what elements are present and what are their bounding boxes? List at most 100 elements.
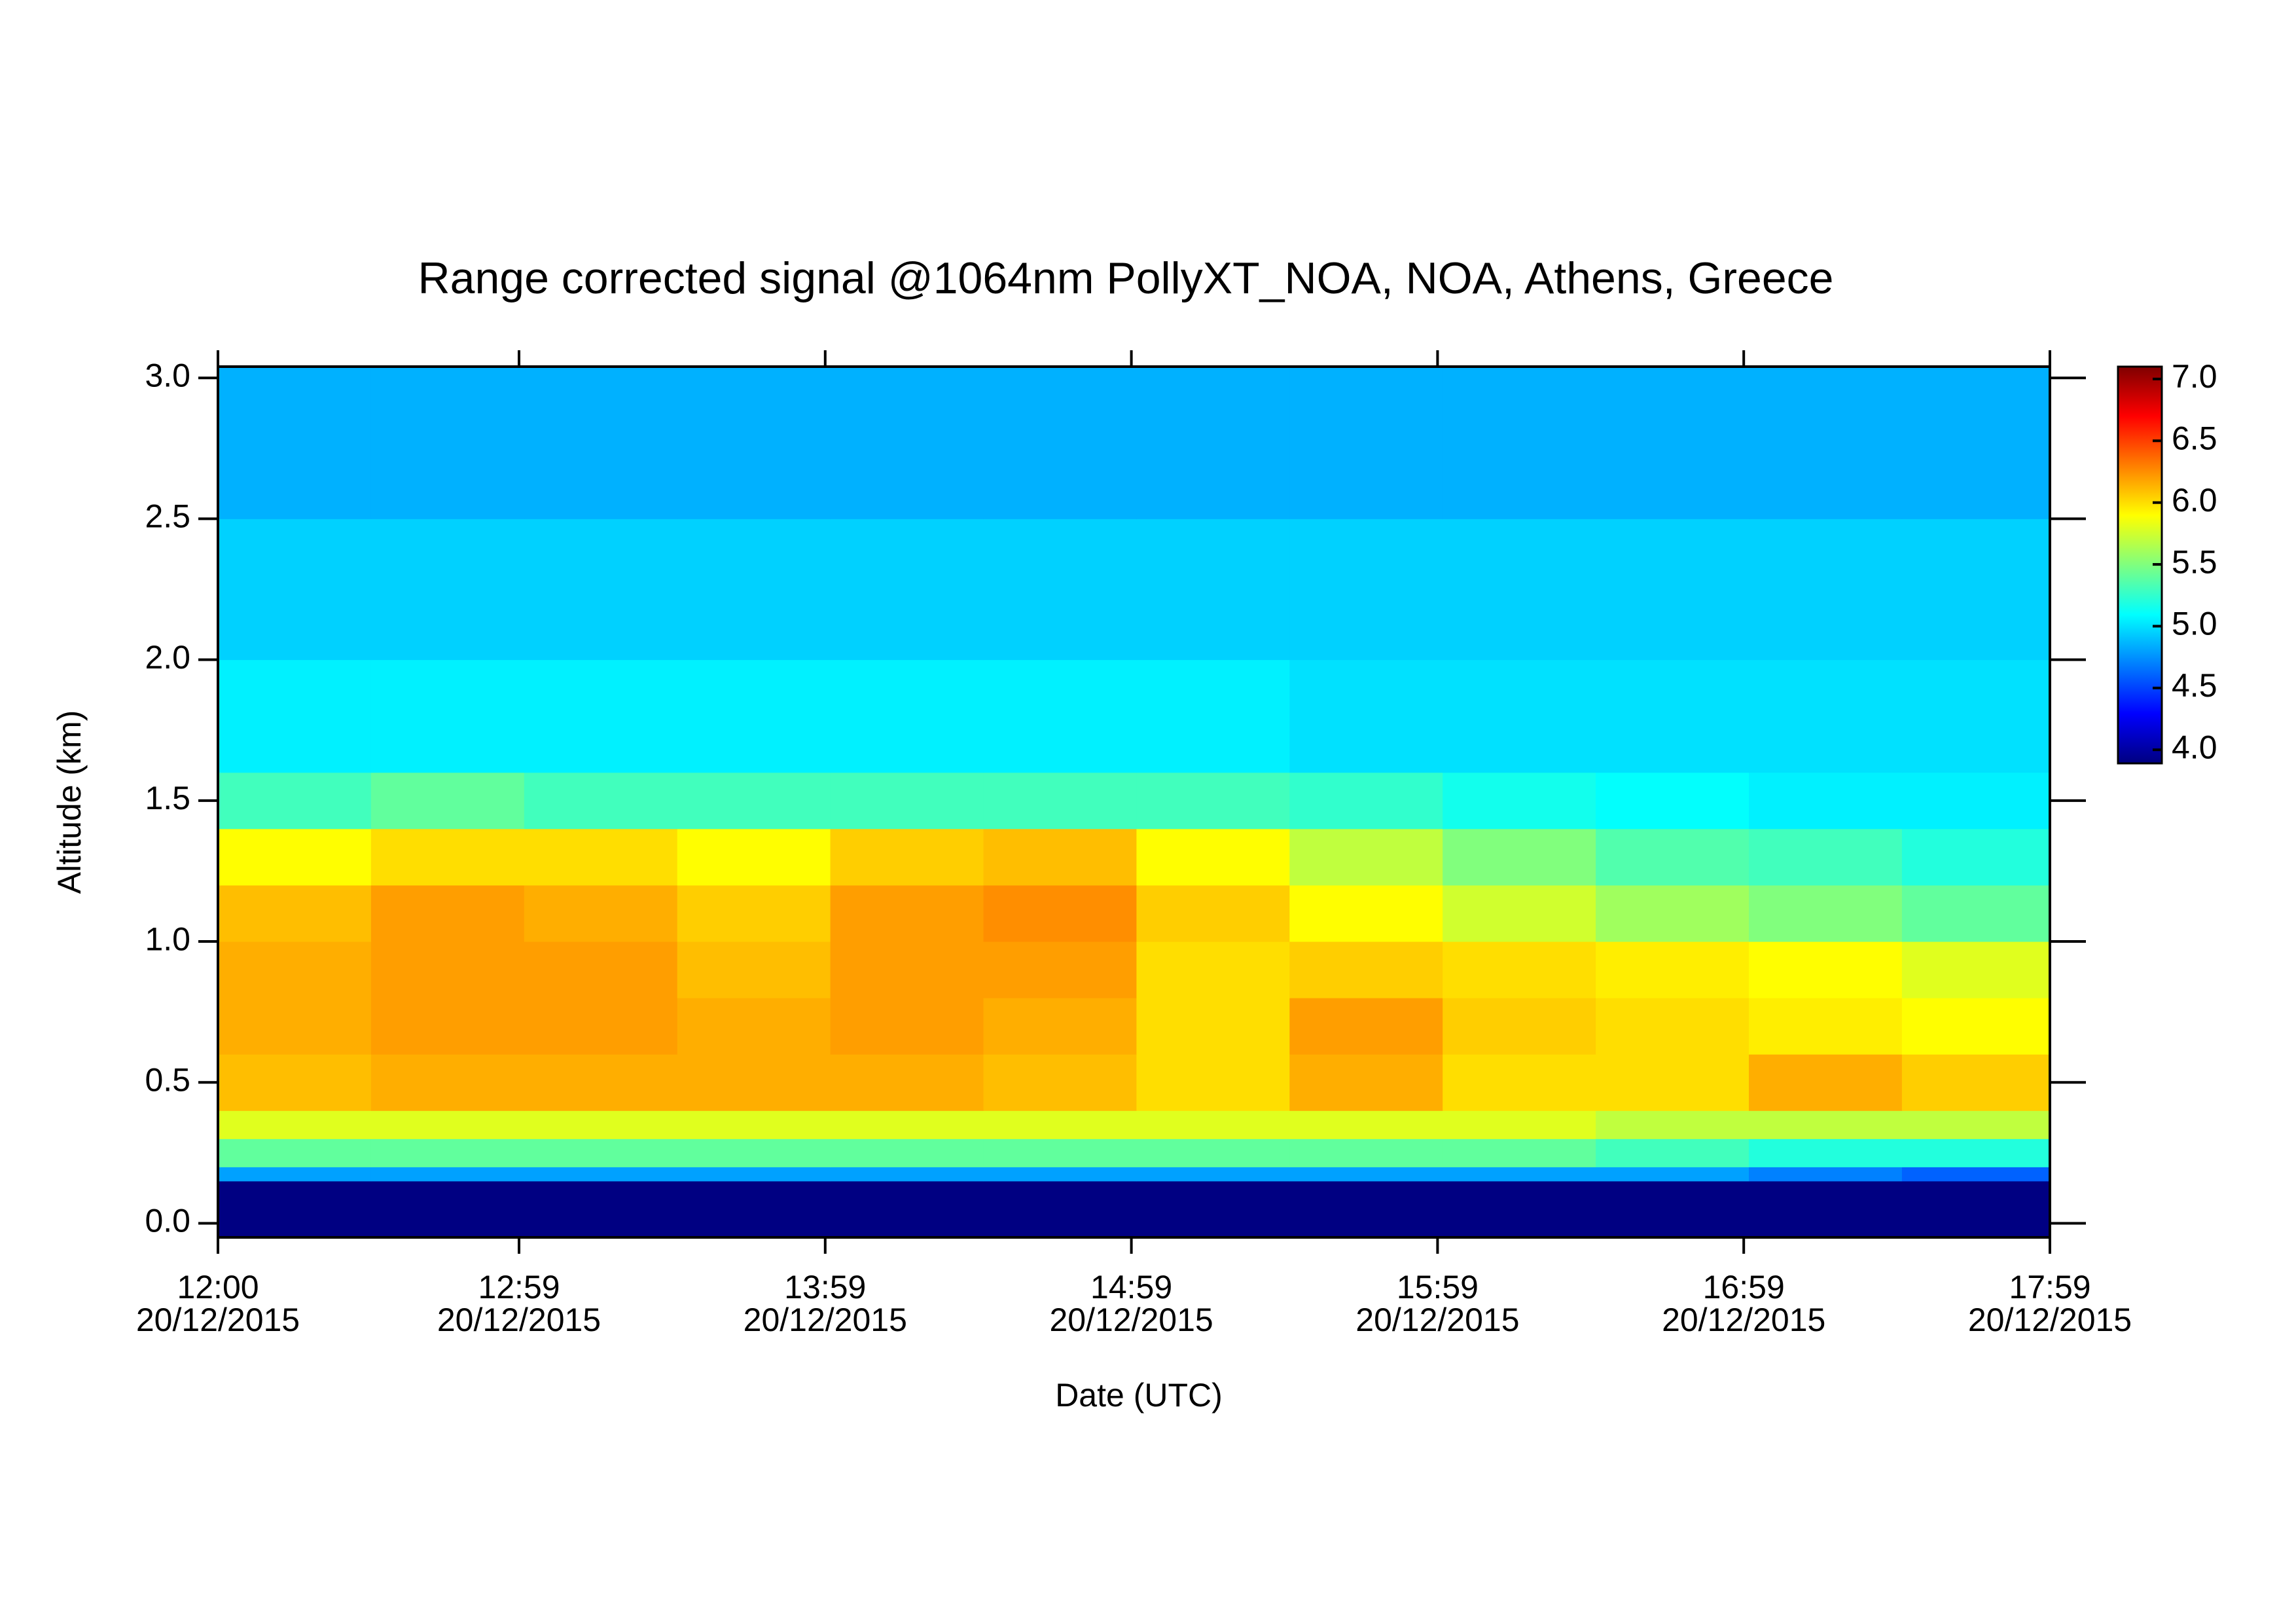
colorbar-tick-label: 4.0 xyxy=(2172,729,2217,765)
heatmap-cell xyxy=(1596,519,1749,661)
heatmap-cell xyxy=(524,941,678,998)
heatmap-cell xyxy=(370,1180,525,1224)
heatmap-cell xyxy=(1748,772,1903,830)
chart-title: Range corrected signal @1064nm PollyXT_N… xyxy=(418,253,1834,303)
heatmap-cell xyxy=(1596,1180,1749,1224)
heatmap-cell xyxy=(1596,659,1749,773)
heatmap-cell xyxy=(677,1110,831,1139)
x-tick-label: 20/12/2015 xyxy=(744,1302,907,1338)
heatmap-cell xyxy=(830,1139,984,1167)
heatmap-cell xyxy=(524,1139,678,1167)
heatmap-cell xyxy=(1748,1110,1903,1139)
heatmap-cell xyxy=(830,1180,984,1224)
heatmap-cell xyxy=(1596,1167,1749,1182)
heatmap-cell xyxy=(218,1110,372,1139)
heatmap-cell xyxy=(1748,659,1903,773)
x-tick-label: 20/12/2015 xyxy=(136,1302,300,1338)
heatmap-cell xyxy=(983,772,1137,830)
heatmap-cell xyxy=(1289,367,1443,519)
heatmap-cell xyxy=(1136,1139,1290,1167)
heatmap-cell xyxy=(1748,519,1903,661)
heatmap-cell xyxy=(370,884,525,942)
x-tick-label: 17:59 xyxy=(2009,1269,2090,1305)
heatmap-cell xyxy=(370,828,525,886)
heatmap-cell xyxy=(677,828,831,886)
heatmap-cell xyxy=(1289,1054,1443,1111)
heatmap-cell xyxy=(1901,659,2051,773)
heatmap-cell xyxy=(983,1139,1137,1167)
x-tick-label: 16:59 xyxy=(1703,1269,1785,1305)
heatmap-cell xyxy=(1443,1167,1596,1182)
heatmap-cell xyxy=(524,1180,678,1224)
heatmap-cell xyxy=(983,884,1137,942)
heatmap-cell xyxy=(1901,1139,2051,1167)
x-tick-label: 20/12/2015 xyxy=(1049,1302,1213,1338)
heatmap-cell xyxy=(1901,941,2051,998)
heatmap-cell xyxy=(218,1139,372,1167)
heatmap-cell xyxy=(830,1054,984,1111)
heatmap-cell xyxy=(1901,367,2051,519)
heatmap-cell xyxy=(1596,1054,1749,1111)
heatmap-cell xyxy=(1596,998,1749,1055)
heatmap-cell xyxy=(1136,1054,1290,1111)
heatmap-cell xyxy=(983,1054,1137,1111)
heatmap-cell xyxy=(1596,884,1749,942)
heatmap-cell xyxy=(370,367,525,519)
heatmap-cell-base xyxy=(218,1223,2050,1237)
heatmap-cell xyxy=(218,1167,372,1182)
colorbar-tick-label: 6.0 xyxy=(2172,482,2217,519)
heatmap-cell xyxy=(983,941,1137,998)
heatmap-cell xyxy=(218,828,372,886)
heatmap-cell xyxy=(1443,884,1596,942)
heatmap-cell xyxy=(1748,1054,1903,1111)
heatmap-cell xyxy=(983,1180,1137,1224)
x-axis-label: Date (UTC) xyxy=(1055,1377,1223,1413)
heatmap-cell xyxy=(1748,1167,1903,1182)
heatmap-cell xyxy=(677,1180,831,1224)
heatmap-cell xyxy=(677,884,831,942)
heatmap-cell xyxy=(370,659,525,773)
heatmap-cell xyxy=(1443,1054,1596,1111)
heatmap-cell xyxy=(370,1054,525,1111)
heatmap-cell xyxy=(370,1110,525,1139)
heatmap-cell xyxy=(524,998,678,1055)
heatmap-cell xyxy=(1136,367,1290,519)
heatmap-cell xyxy=(677,659,831,773)
heatmap-cell xyxy=(1901,519,2051,661)
x-tick-label: 12:00 xyxy=(177,1269,259,1305)
x-tick-label: 20/12/2015 xyxy=(1662,1302,1825,1338)
heatmap-cell xyxy=(830,884,984,942)
x-tick-label: 14:59 xyxy=(1090,1269,1172,1305)
heatmap-cell xyxy=(218,659,372,773)
heatmap-cell xyxy=(983,519,1137,661)
colorbar-tick-label: 5.0 xyxy=(2172,606,2217,642)
heatmap-cell xyxy=(1596,1110,1749,1139)
y-tick-label: 1.5 xyxy=(145,780,190,816)
heatmap-cell xyxy=(1136,519,1290,661)
axes: 0.00.51.01.52.02.53.012:0020/12/201512:5… xyxy=(136,350,2217,1338)
heatmap-cell xyxy=(1289,941,1443,998)
x-tick-label: 12:59 xyxy=(478,1269,560,1305)
heatmap-cell xyxy=(677,519,831,661)
heatmap-cell xyxy=(1289,659,1443,773)
heatmap-cell xyxy=(524,1054,678,1111)
heatmap-cell xyxy=(1596,828,1749,886)
heatmap-cell xyxy=(1443,367,1596,519)
heatmap-cell xyxy=(983,1167,1137,1182)
colorbar-tick-label: 7.0 xyxy=(2172,358,2217,395)
heatmap-cell xyxy=(1136,1180,1290,1224)
y-tick-label: 0.5 xyxy=(145,1061,190,1098)
heatmap-cell xyxy=(524,519,678,661)
heatmap-cell xyxy=(1443,1139,1596,1167)
heatmap-cell xyxy=(1136,772,1290,830)
heatmap-cell xyxy=(1443,1110,1596,1139)
heatmap-cell xyxy=(983,1110,1137,1139)
heatmap-cell xyxy=(1748,367,1903,519)
heatmap-cell xyxy=(677,998,831,1055)
heatmap-cell xyxy=(677,367,831,519)
heatmap-cell xyxy=(1596,772,1749,830)
heatmap-cell xyxy=(677,1167,831,1182)
heatmap-cell xyxy=(1901,772,2051,830)
heatmap-cell xyxy=(370,941,525,998)
